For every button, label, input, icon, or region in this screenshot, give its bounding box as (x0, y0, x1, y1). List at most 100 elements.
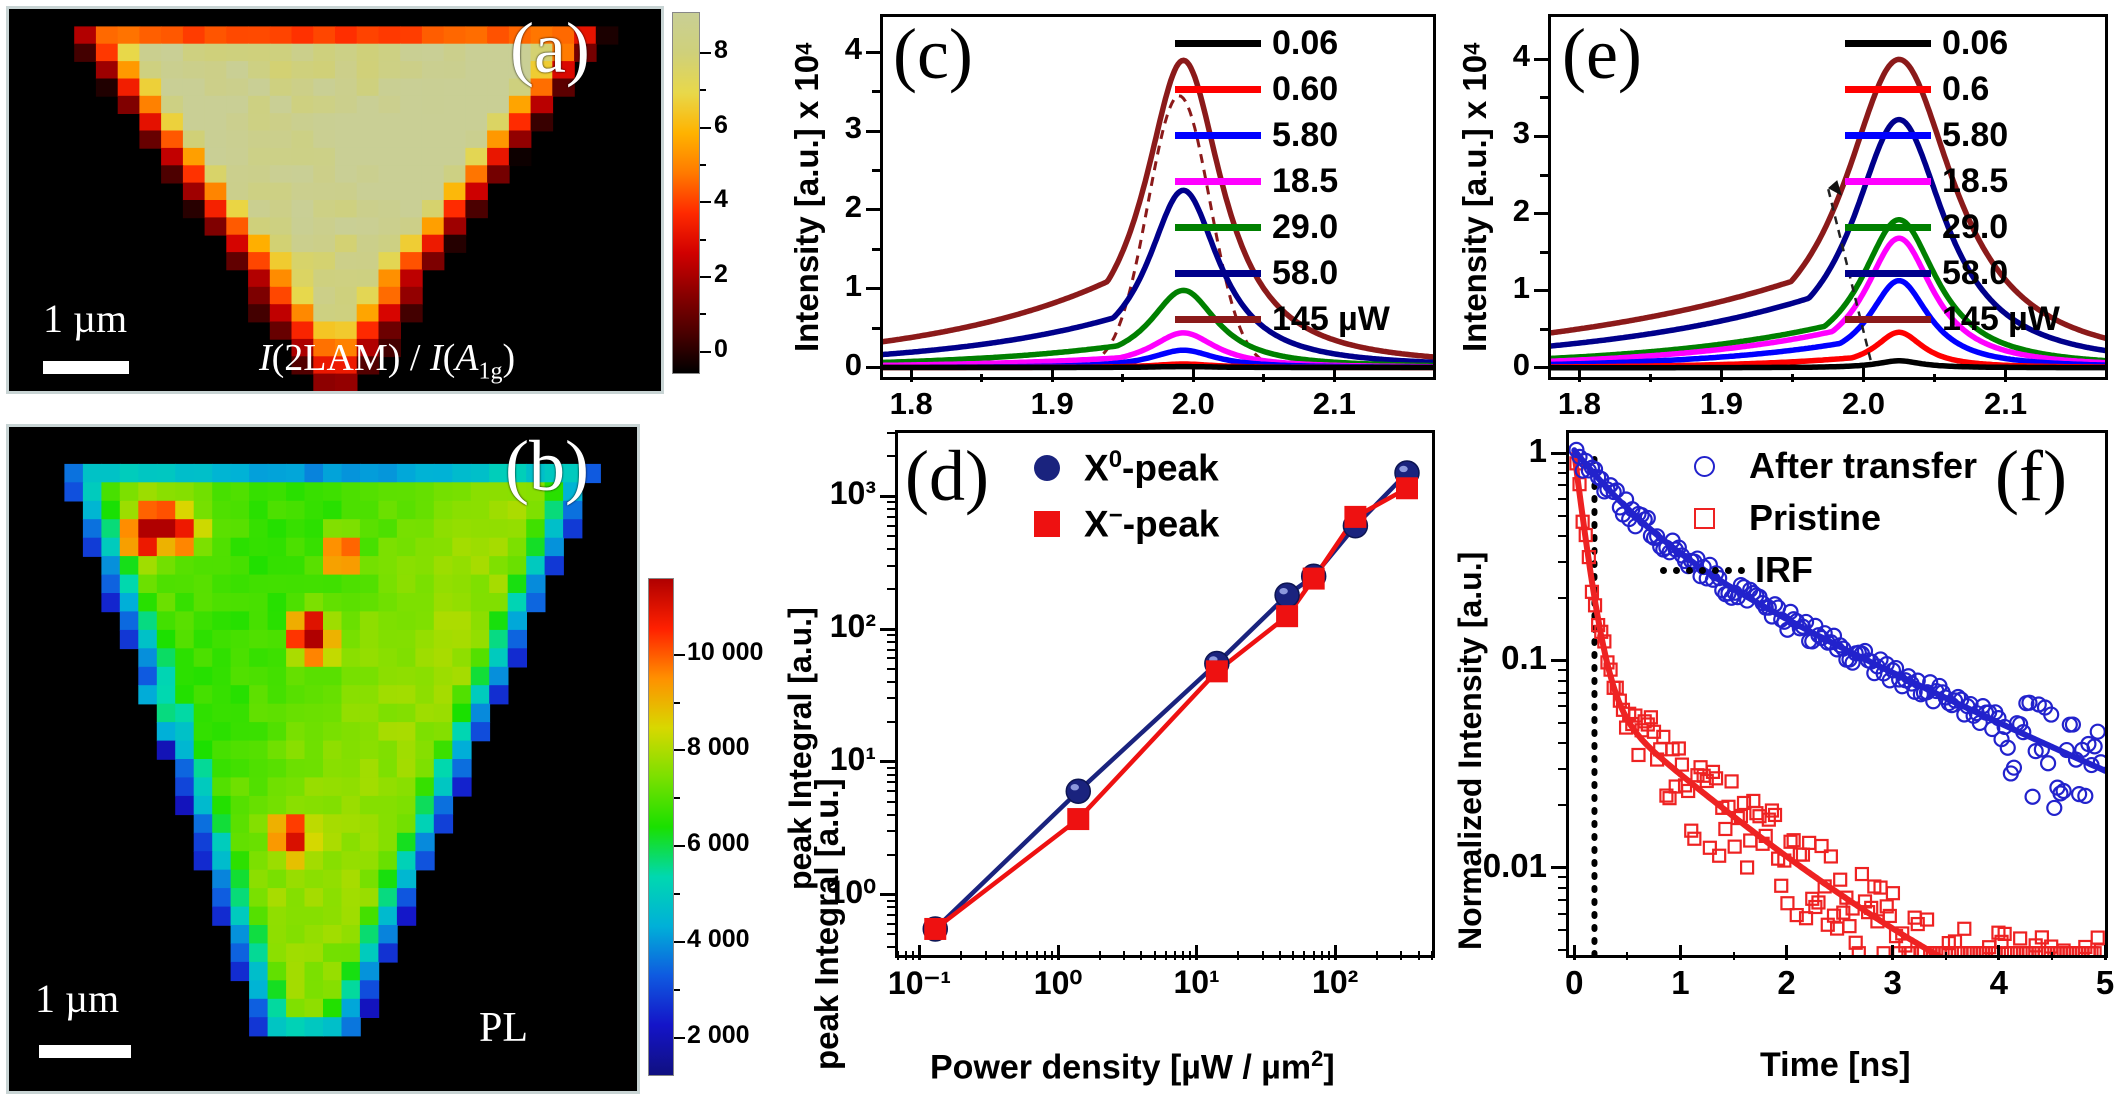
legend-item[interactable]: 145 µW (1845, 296, 2110, 342)
x-axis-minor-tick (1261, 951, 1264, 960)
x-axis-minor-tick (1164, 951, 1167, 960)
y-axis-minor-tick (1558, 886, 1566, 889)
x-axis-tick (1050, 368, 1054, 382)
y-axis-minor-tick (1558, 679, 1566, 682)
panel-d-yticks: 10⁰ 10¹ 10² 10³ (800, 430, 895, 958)
x-axis-minor-tick (1279, 951, 1281, 960)
y-axis-minor-tick (1540, 250, 1548, 254)
x-axis-minor-tick (1312, 951, 1315, 960)
legend-color-swatch (1175, 177, 1261, 185)
legend-item[interactable]: 18.5 (1845, 158, 2110, 204)
colorbar-tick (674, 845, 685, 848)
x-axis-tick-label: 2 (1777, 964, 1796, 1001)
y-axis-minor-tick (887, 432, 895, 434)
legend-item[interactable]: 5.80 (1175, 112, 1430, 158)
y-axis-tick-label: 10² (829, 608, 876, 645)
legend-label: 0.06 (1272, 23, 1339, 62)
legend-item[interactable]: 18.5 (1175, 158, 1430, 204)
legend-item[interactable]: 145 µW (1175, 296, 1430, 342)
y-axis-minor-tick (887, 657, 895, 660)
legend-item[interactable]: X0-peak (1030, 440, 1219, 496)
legend-item[interactable]: After transfer (1660, 440, 1977, 492)
panel-c-legend: 0.06 0.60 5.80 18.5 29.0 58.0 145 µW (1175, 20, 1430, 342)
y-axis-tick-label: 0 (844, 346, 862, 382)
colorbar-tick-label: 4 000 (687, 924, 750, 953)
legend-label: IRF (1755, 549, 1813, 590)
x-axis-tick-label: 2.0 (1171, 386, 1215, 421)
y-axis-minor-tick (1558, 597, 1566, 600)
panel-a-scalebar (43, 361, 129, 374)
x-axis-minor-tick (1327, 951, 1330, 960)
legend-color-swatch (1845, 223, 1931, 231)
x-axis-minor-tick (1026, 951, 1029, 960)
legend-item[interactable]: 29.0 (1845, 204, 2110, 250)
panel-b-frame: 1 µm PL (6, 424, 640, 1094)
x-axis-minor-tick (980, 374, 984, 382)
legend-item[interactable]: 5.80 (1845, 112, 2110, 158)
legend-dotted-line-marker (1660, 566, 1745, 574)
legend-item[interactable]: 29.0 (1175, 204, 1430, 250)
x-axis-minor-tick (1121, 374, 1125, 382)
panel-f-xticks: 0 1 2 3 4 5 (1565, 945, 2114, 1010)
y-axis-tick (866, 50, 880, 54)
y-axis-tick-label: 1 (1528, 432, 1547, 470)
legend-color-swatch (1845, 131, 1931, 139)
panel-b-pl-map: 1 µm PL (9, 427, 637, 1091)
legend-item[interactable]: 0.6 (1845, 66, 2110, 112)
panel-c-curves (883, 57, 1433, 371)
x-axis-minor-tick (897, 951, 899, 960)
panel-e-curves (1551, 56, 2105, 371)
y-axis-minor-tick (887, 588, 895, 591)
legend-item[interactable]: 0.60 (1175, 66, 1430, 112)
y-axis-minor-tick (1558, 876, 1566, 879)
colorbar-tick-label: 8 (714, 36, 728, 65)
panel-a-label-t1: (2LAM) / (271, 337, 421, 379)
legend-label: X−-peak (1084, 502, 1220, 545)
legend-item[interactable]: 0.06 (1175, 20, 1430, 66)
colorbar-tick-label: 2 000 (687, 1020, 750, 1049)
panel-d-xlabel-exp: 2 (1311, 1046, 1324, 1071)
panel-c-ylabel-text: Intensity [a.u.] x 10 (788, 54, 825, 352)
y-axis-minor-tick (887, 933, 895, 936)
panel-b-scalebar (39, 1045, 131, 1058)
legend-item[interactable]: 58.0 (1845, 250, 2110, 296)
panel-c-yticks: 0 1 2 3 4 (810, 14, 880, 382)
legend-item[interactable]: Pristine (1660, 492, 1977, 544)
y-axis-minor-tick (887, 667, 895, 670)
panel-f-yticks: 1 0.1 0.01 (1460, 430, 1566, 958)
y-axis-tick (1534, 212, 1548, 216)
y-axis-minor-tick (887, 813, 895, 816)
y-axis-minor-tick (1558, 721, 1566, 724)
y-axis-minor-tick (887, 564, 895, 567)
y-axis-minor-tick (887, 648, 895, 651)
panel-a-letter: (a) (510, 8, 590, 88)
x-axis-minor-tick (1732, 952, 1735, 960)
legend-item[interactable]: 0.06 (1845, 20, 2110, 66)
y-axis-minor-tick (1558, 705, 1566, 708)
y-axis-minor-tick (1540, 327, 1548, 331)
panel-a-label-a: A (455, 337, 479, 379)
x-axis-minor-tick (912, 951, 915, 960)
y-axis-minor-tick (1558, 742, 1566, 744)
legend-label: 18.5 (1942, 161, 2009, 200)
legend-item[interactable]: IRF (1660, 544, 1977, 596)
y-axis-minor-tick (872, 169, 880, 173)
x-axis-minor-tick (1400, 951, 1403, 960)
x-axis-minor-tick (1626, 952, 1629, 960)
x-axis-minor-tick (1262, 374, 1266, 382)
x-axis-tick (1785, 945, 1789, 960)
panel-f-letter: (f) (1995, 436, 2067, 516)
x-axis-minor-tick (1001, 951, 1004, 960)
x-axis-tick (1191, 368, 1195, 382)
panel-b-colorbar-gradient (648, 578, 674, 1076)
y-axis-tick (1534, 57, 1548, 61)
legend-item[interactable]: X−-peak (1030, 496, 1219, 552)
legend-item[interactable]: 58.0 (1175, 250, 1430, 296)
colorbar-tick (674, 940, 685, 943)
x-axis-tick (1056, 945, 1060, 960)
y-axis-minor-tick (887, 766, 895, 769)
legend-color-swatch (1845, 177, 1931, 185)
x-axis-minor-tick (1189, 951, 1192, 960)
colorbar-tick (674, 1036, 685, 1039)
y-axis-tick-label: 10⁰ (827, 874, 876, 911)
